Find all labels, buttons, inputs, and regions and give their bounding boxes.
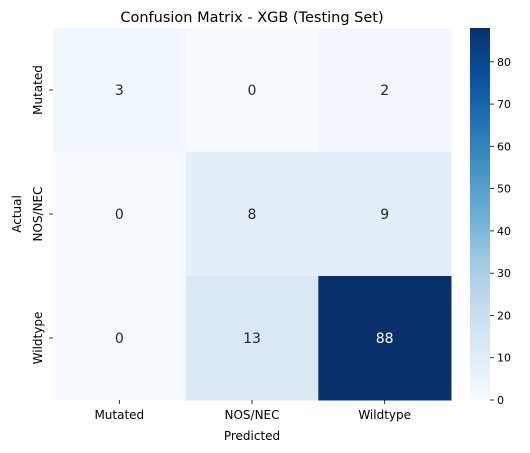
heatmap-cell [318,276,452,401]
y-axis-label: Actual [10,195,24,233]
heatmap-cell [318,152,452,277]
cell-value-label: 0 [115,207,124,223]
colorbar-tick-label: 80 [497,56,511,69]
y-tick-label: Mutated [31,65,45,115]
heatmap-cell [318,28,452,153]
cell-value-label: 8 [248,207,257,223]
cell-value-label: 0 [115,331,124,347]
chart-title: Confusion Matrix - XGB (Testing Set) [120,10,383,26]
heatmap-cell [53,28,187,153]
colorbar-tick-label: 30 [497,267,511,280]
cell-value-label: 2 [380,83,389,99]
colorbar-tick-label: 60 [497,140,511,153]
colorbar-ticks: 0 10 20 30 40 50 60 70 80 [490,56,511,407]
colorbar-tick-label: 40 [497,225,511,238]
y-axis-ticks: Mutated NOS/NEC Wildtype [31,65,53,364]
y-tick-label: Wildtype [31,312,45,365]
y-tick-label: NOS/NEC [31,186,45,241]
heatmap-cell [185,28,319,153]
heatmap-cell [53,276,187,401]
heatmap-cell [185,152,319,277]
cell-annotations: 3 0 2 0 8 9 0 13 88 [115,83,394,347]
x-axis-ticks: Mutated NOS/NEC Wildtype [94,400,411,422]
heatmap-cell [53,152,187,277]
cell-value-label: 13 [243,331,261,347]
x-axis-label: Predicted [224,429,280,443]
colorbar-tick-label: 70 [497,98,511,111]
colorbar-tick-label: 0 [497,394,504,407]
cell-value-label: 3 [115,83,124,99]
colorbar-tick-label: 20 [497,309,511,322]
heatmap-cell [185,276,319,401]
colorbar [470,28,490,400]
heatmap-cells [53,28,452,401]
colorbar-tick-label: 10 [497,352,511,365]
x-tick-label: Mutated [94,408,144,422]
cell-value-label: 88 [376,331,394,347]
cell-value-label: 9 [380,207,389,223]
cell-value-label: 0 [248,83,257,99]
colorbar-tick-label: 50 [497,183,511,196]
x-tick-label: Wildtype [358,408,411,422]
x-tick-label: NOS/NEC [224,408,279,422]
